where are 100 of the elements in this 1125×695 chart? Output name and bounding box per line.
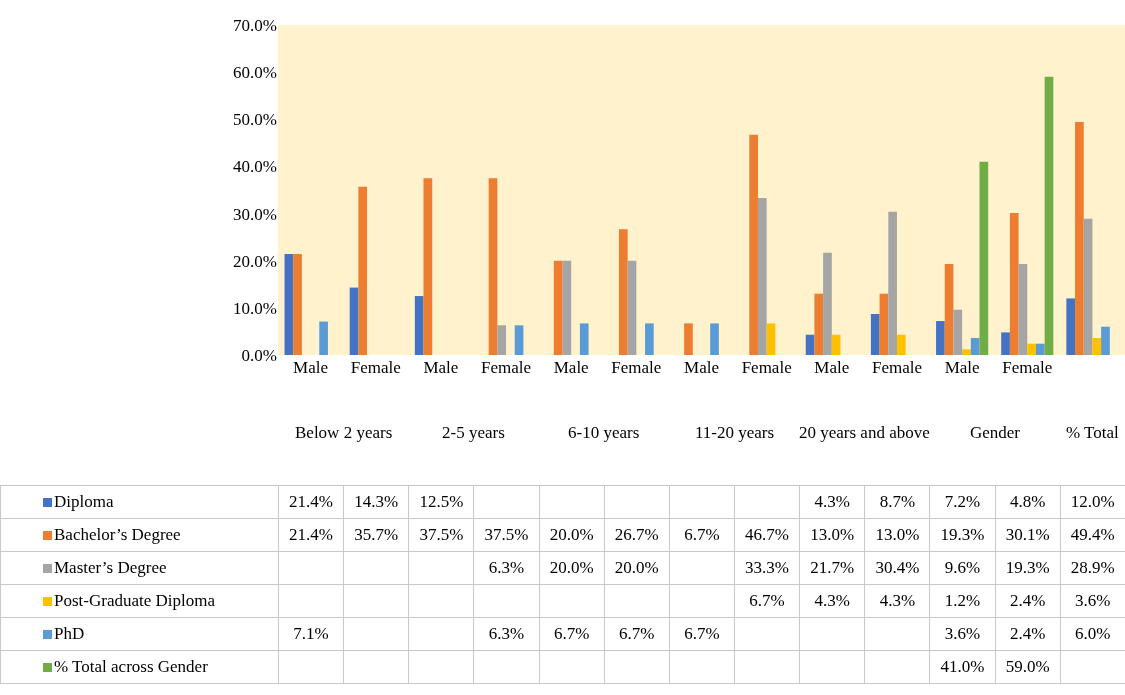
x-tick-label: Male <box>423 358 459 377</box>
x-tick-label: Female <box>350 358 401 377</box>
data-label: 7.2% <box>929 485 996 519</box>
bar <box>618 229 628 355</box>
data-label: 13.0% <box>864 518 930 552</box>
bar <box>1083 218 1093 355</box>
bar <box>579 323 589 355</box>
x-tick-label: Male <box>293 358 329 377</box>
data-label: 3.6% <box>929 617 996 651</box>
data-label: 8.7% <box>864 485 930 519</box>
bar <box>497 325 507 355</box>
data-label: 4.3% <box>799 485 865 519</box>
text: % Total <box>1066 423 1120 442</box>
text: 2-5 years <box>442 423 505 442</box>
data-label: 21.4% <box>278 518 344 552</box>
bar <box>414 296 424 355</box>
y-tick-label: 20.0% <box>233 251 277 271</box>
legend-label: % Total across Gender <box>0 650 279 684</box>
bar <box>1035 343 1045 355</box>
data-label: 9.6% <box>929 551 996 585</box>
data-label: 19.3% <box>929 518 996 552</box>
data-label: 6.0% <box>1060 617 1125 651</box>
data-label: 49.4% <box>1060 518 1125 552</box>
bar <box>1018 264 1028 355</box>
data-label: 14.3% <box>343 485 409 519</box>
data-label: 4.8% <box>995 485 1061 519</box>
data-label: 59.0% <box>995 650 1061 684</box>
x-tick-label: Male <box>684 358 719 377</box>
x-tick-label: Female <box>611 358 662 377</box>
bar <box>962 349 971 355</box>
legend-label: Post-Graduate Diploma <box>0 584 279 618</box>
data-label: 6.7% <box>539 617 605 651</box>
text: 20 years and above <box>799 423 930 442</box>
data-label: 28.9% <box>1060 551 1125 585</box>
bar <box>1027 343 1036 355</box>
data-label: 2.4% <box>995 617 1061 651</box>
bar <box>553 260 563 355</box>
bar <box>1092 338 1102 355</box>
y-tick-label: 0.0% <box>241 345 277 365</box>
legend-label: Bachelor’s Degree <box>0 518 279 552</box>
legend-label: PhD <box>0 617 279 651</box>
data-label: 6.7% <box>604 617 670 651</box>
bar <box>514 325 524 355</box>
bar <box>805 334 815 355</box>
x-tick-label: Male <box>944 358 980 377</box>
bar <box>831 334 841 355</box>
data-label: 4.3% <box>864 584 930 618</box>
data-label: 13.0% <box>799 518 865 552</box>
bar <box>936 321 945 355</box>
data-label: 6.7% <box>669 518 735 552</box>
data-label: 1.2% <box>929 584 996 618</box>
bar <box>953 309 963 355</box>
bar <box>1009 213 1019 355</box>
data-label: 6.3% <box>473 551 540 585</box>
text: 6-10 years <box>568 423 640 442</box>
x-tick-label: Female <box>481 358 532 377</box>
bar <box>423 178 433 355</box>
data-label: 20.0% <box>604 551 670 585</box>
bar <box>870 313 880 355</box>
bar <box>293 254 302 355</box>
data-label: 7.1% <box>278 617 344 651</box>
bar <box>879 293 889 355</box>
x-tick-label: Male <box>553 358 589 377</box>
bar <box>562 260 572 355</box>
data-label: 35.7% <box>343 518 409 552</box>
bar <box>627 260 637 355</box>
bar <box>488 178 498 355</box>
data-label: 37.5% <box>473 518 540 552</box>
bar <box>349 287 359 355</box>
y-tick-label: 70.0% <box>233 15 277 35</box>
legend-label: Diploma <box>0 485 279 519</box>
y-tick-label: 40.0% <box>233 157 277 177</box>
bar <box>979 161 989 355</box>
data-label: 6.7% <box>734 584 800 618</box>
y-tick-label: 50.0% <box>233 110 277 130</box>
data-label: 4.3% <box>799 584 865 618</box>
y-tick-label: 10.0% <box>233 298 277 318</box>
bar <box>319 321 328 355</box>
bar <box>823 252 832 355</box>
bar <box>1066 298 1076 355</box>
bar <box>684 323 693 355</box>
data-label: 46.7% <box>734 518 800 552</box>
data-label: 41.0% <box>929 650 996 684</box>
data-label: 26.7% <box>604 518 670 552</box>
y-tick-label: 30.0% <box>233 204 277 224</box>
bar <box>944 264 954 355</box>
data-label: 6.7% <box>669 617 735 651</box>
bar <box>814 293 824 355</box>
text: 11-20 years <box>695 423 775 442</box>
x-tick-label: Female <box>741 358 792 377</box>
data-label: 2.4% <box>995 584 1061 618</box>
bar <box>766 323 776 355</box>
data-label: 30.4% <box>864 551 930 585</box>
bar <box>749 134 758 355</box>
x-tick-label: Female <box>1002 358 1053 377</box>
bar <box>1001 332 1010 355</box>
bar <box>645 323 654 355</box>
text: Gender <box>970 423 1021 442</box>
bar <box>896 334 906 355</box>
data-label: 6.3% <box>473 617 540 651</box>
